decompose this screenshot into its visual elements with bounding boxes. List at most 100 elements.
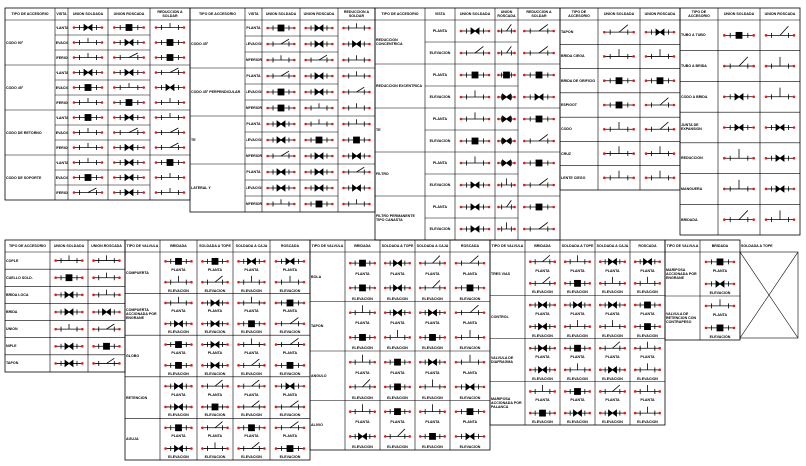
joint — [331, 122, 334, 126]
view-label: INFERIOR — [245, 58, 262, 62]
joint — [348, 286, 352, 290]
joint — [142, 146, 145, 149]
valve — [174, 403, 183, 411]
row-label: ANGULO — [311, 373, 327, 378]
pipe-symbol — [528, 384, 557, 394]
joint — [383, 435, 387, 438]
joint — [266, 170, 270, 174]
view-label: ELEVACION — [567, 420, 588, 424]
joint — [443, 410, 447, 413]
pipe-symbol — [723, 123, 755, 132]
fitting — [429, 333, 436, 341]
pipe — [169, 142, 179, 148]
joint — [752, 156, 755, 160]
joint — [552, 117, 555, 121]
joint — [487, 51, 491, 55]
joint — [201, 447, 204, 450]
joint — [302, 426, 306, 430]
pipe — [506, 24, 512, 32]
joint — [418, 410, 422, 413]
joint — [72, 161, 76, 164]
pipe-symbol — [383, 358, 412, 366]
pipe-symbol — [201, 299, 229, 307]
joint — [523, 161, 526, 165]
joint — [164, 322, 167, 326]
view-label: PLANTA — [425, 271, 440, 276]
joint — [408, 360, 412, 364]
pipe — [356, 86, 365, 93]
pipe-symbol — [237, 338, 266, 348]
pipe-symbol — [266, 120, 296, 128]
joint — [792, 126, 796, 129]
view-label: ELEVACION — [532, 290, 553, 295]
joint — [342, 186, 345, 190]
column-header: TIPO DE VALVULA — [491, 244, 524, 248]
pipe-symbol — [266, 150, 296, 159]
pipe-symbol — [92, 255, 121, 264]
view-label: PLANTA — [605, 311, 620, 316]
joint — [528, 346, 532, 350]
joint — [482, 261, 486, 265]
joint — [672, 176, 676, 180]
view-label: ELEVACION — [709, 335, 731, 339]
pipe-symbol — [459, 225, 491, 233]
joint — [274, 280, 278, 284]
pipe — [538, 24, 549, 32]
pipe-symbol — [72, 143, 104, 150]
joint — [154, 26, 158, 29]
view-label: ELEVACION — [279, 330, 301, 335]
row-label: TUBO A BRIDA — [681, 64, 707, 69]
valve — [314, 168, 324, 176]
joint — [331, 58, 334, 62]
joint — [764, 218, 768, 221]
joint — [528, 325, 532, 328]
pipe-symbol — [383, 408, 412, 416]
fitting — [175, 424, 182, 432]
fitting — [535, 71, 543, 79]
view-label: ELEVACION — [352, 296, 373, 301]
joint — [383, 286, 387, 290]
view-label: PLANTA — [640, 355, 655, 360]
joint — [304, 26, 308, 30]
pipe-symbol — [459, 46, 491, 56]
pipe-symbol — [454, 255, 486, 266]
joint — [113, 86, 116, 89]
joint — [672, 79, 676, 83]
fitting — [735, 31, 743, 39]
pipe-symbol — [633, 406, 662, 416]
column-header: UNION ROSCADA — [91, 244, 122, 248]
view-label: PLANTA — [171, 267, 186, 272]
joint — [603, 79, 606, 83]
joint — [100, 116, 104, 119]
pipe-symbol — [342, 199, 371, 207]
joint — [92, 362, 95, 365]
pipe-symbol — [723, 149, 755, 161]
joint — [190, 322, 193, 326]
joint — [603, 55, 606, 58]
pipe-symbol — [633, 341, 662, 351]
joint — [704, 282, 708, 286]
fitting — [539, 409, 546, 417]
column-header: SOLDADA A CAJA — [416, 244, 449, 248]
pipe-symbol — [342, 40, 371, 48]
view-label: ELEVACION — [168, 371, 189, 376]
joint — [443, 286, 447, 290]
fitting — [353, 136, 360, 144]
joint — [513, 161, 516, 165]
joint — [113, 161, 116, 164]
pipe-symbol — [644, 77, 676, 85]
pipe-symbol — [237, 275, 266, 285]
pipe — [214, 275, 223, 283]
valve — [502, 93, 511, 101]
joint — [226, 322, 229, 326]
joint — [732, 304, 736, 308]
joint — [274, 343, 278, 346]
fitting — [359, 259, 366, 267]
joint — [623, 346, 627, 350]
joint — [658, 260, 662, 264]
joint — [263, 426, 266, 430]
joint — [342, 122, 345, 126]
view-label: ELEVACION — [709, 291, 731, 295]
view-label: ELEVACION — [204, 413, 226, 418]
joint — [142, 116, 145, 119]
